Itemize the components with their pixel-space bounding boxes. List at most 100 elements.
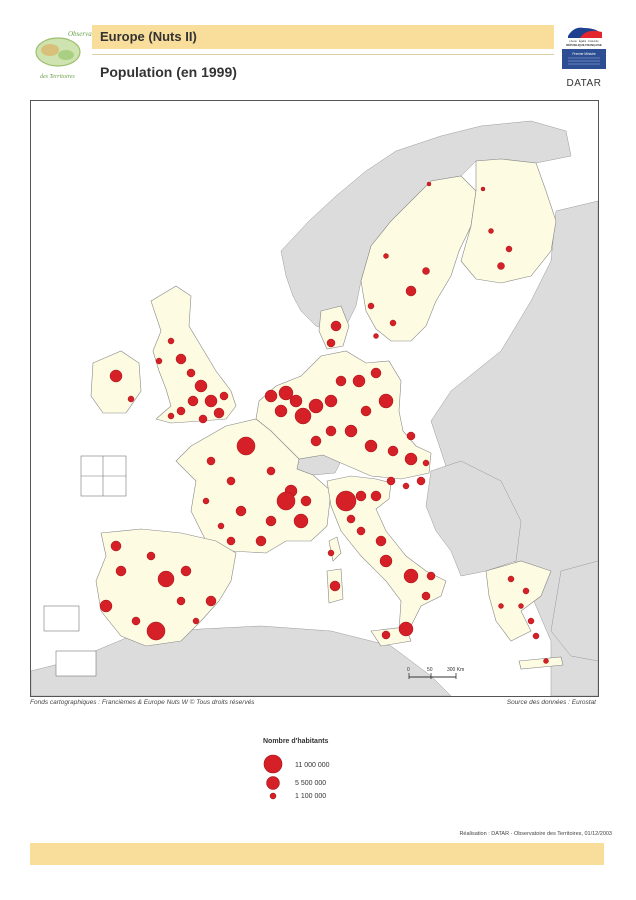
sweden-shape xyxy=(360,175,477,342)
legend-circle-medium xyxy=(266,776,280,790)
population-bubble xyxy=(402,482,410,490)
population-bubble xyxy=(255,535,267,547)
population-bubble xyxy=(278,385,294,401)
population-bubble xyxy=(265,515,277,527)
population-bubble xyxy=(205,595,217,607)
legend-label-small: 1 100 000 xyxy=(295,793,327,800)
map-credits: Fonds cartographiques : Francièmes & Eur… xyxy=(30,699,255,706)
population-bubble xyxy=(266,466,276,476)
population-bubble xyxy=(488,228,494,234)
population-bubble xyxy=(370,367,382,379)
population-bubble xyxy=(404,452,418,466)
republique-francaise-logo: Liberté · Égalité · Fraternité RÉPUBLIQU… xyxy=(562,24,606,89)
population-bubbles xyxy=(99,181,549,664)
population-bubble xyxy=(335,490,357,512)
inset-box-azores xyxy=(43,605,80,632)
population-bubble xyxy=(532,632,540,640)
population-bubble xyxy=(157,570,175,588)
population-bubble xyxy=(109,369,123,383)
population-bubble xyxy=(383,253,389,259)
population-bubble xyxy=(131,616,141,626)
population-bubble xyxy=(352,374,366,388)
population-bubble xyxy=(330,320,342,332)
population-bubble xyxy=(206,456,216,466)
population-bubble xyxy=(235,505,247,517)
population-bubble xyxy=(236,436,256,456)
population-bubble xyxy=(355,490,367,502)
population-bubble xyxy=(180,565,192,577)
population-bubble xyxy=(187,395,199,407)
population-bubble xyxy=(403,568,419,584)
population-bubble xyxy=(398,621,414,637)
legend-symbols xyxy=(263,754,283,800)
italy-shape xyxy=(326,475,447,632)
ministry-name: Premier Ministre xyxy=(572,52,595,56)
population-bubble xyxy=(213,407,225,419)
population-bubble xyxy=(344,424,358,438)
population-bubble xyxy=(226,476,236,486)
population-bubble xyxy=(507,575,515,583)
population-bubble xyxy=(202,497,210,505)
logo-text-top: Observatoire xyxy=(68,30,94,38)
non-eu-land xyxy=(31,120,598,696)
population-bubble xyxy=(326,338,336,348)
map-subtitle: Population (en 1999) xyxy=(100,64,237,80)
population-bubble xyxy=(335,375,347,387)
population-bubble xyxy=(543,658,549,664)
title-band: Europe (Nuts II) xyxy=(92,25,554,49)
legend-circle-small xyxy=(269,792,277,800)
population-bubble xyxy=(416,476,426,486)
population-bubble xyxy=(375,535,387,547)
population-bubble xyxy=(146,621,166,641)
population-bubble xyxy=(364,439,378,453)
population-bubble xyxy=(426,571,436,581)
population-bubble xyxy=(293,513,309,529)
uk-shape xyxy=(150,285,237,424)
population-bubble xyxy=(422,459,430,467)
population-bubble xyxy=(175,353,187,365)
population-bubble xyxy=(327,549,335,557)
republic-name: RÉPUBLIQUE FRANÇAISE xyxy=(566,42,602,47)
population-bubble xyxy=(110,540,122,552)
scale-label-50: 50 xyxy=(427,667,433,673)
population-bubble xyxy=(264,389,278,403)
population-bubble xyxy=(367,302,375,310)
map-svg: 0 50 300 Km xyxy=(31,120,598,696)
population-bubble xyxy=(422,267,430,275)
population-bubble xyxy=(378,393,394,409)
population-bubble xyxy=(386,476,396,486)
page-title: Europe (Nuts II) xyxy=(100,29,197,44)
population-bubble xyxy=(356,526,366,536)
legend-circle-large xyxy=(263,754,283,774)
population-bubble xyxy=(426,181,432,187)
legend: Nombre d'habitants 11 000 000 5 500 000 … xyxy=(255,738,395,808)
datar-logo: DATAR xyxy=(567,78,602,89)
population-bubble xyxy=(226,536,236,546)
realisation-credit: Réalisation : DATAR - Observatoire des T… xyxy=(459,831,612,837)
population-bubble xyxy=(370,490,382,502)
scale-label-0: 0 xyxy=(407,667,410,673)
crete-shape xyxy=(518,656,564,670)
population-bubble xyxy=(146,551,156,561)
population-bubble xyxy=(310,435,322,447)
data-source: Source des données : Eurostat xyxy=(506,699,596,706)
population-bubble xyxy=(373,333,379,339)
population-bubble xyxy=(198,414,208,424)
population-bubble xyxy=(329,580,341,592)
legend-title: Nombre d'habitants xyxy=(263,738,329,745)
population-bubble xyxy=(219,391,229,401)
observatoire-logo: Observatoire des Territoires xyxy=(35,30,94,80)
population-bubble xyxy=(324,394,338,408)
population-bubble xyxy=(498,603,504,609)
population-bubble xyxy=(176,406,186,416)
turkey-shape xyxy=(550,560,598,662)
title-rule xyxy=(92,54,554,55)
footer-band xyxy=(30,843,604,865)
population-bubble xyxy=(192,617,200,625)
population-bubble xyxy=(186,368,196,378)
population-bubble xyxy=(115,565,127,577)
population-bubble xyxy=(204,394,218,408)
population-bubble xyxy=(127,395,135,403)
population-bubble xyxy=(522,587,530,595)
population-bubble xyxy=(325,425,337,437)
